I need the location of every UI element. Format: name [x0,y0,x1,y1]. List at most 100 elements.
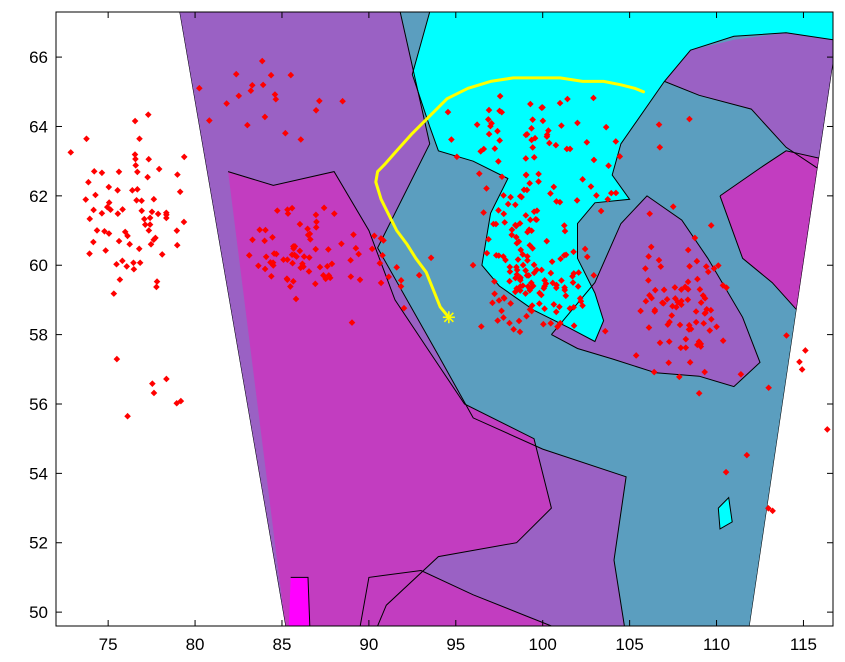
scatter-point-441 [556,198,564,206]
scatter-point-243 [507,193,514,201]
x-tick-label: 75 [99,635,118,654]
scatter-point-254 [522,212,530,219]
scatter-point-442 [583,139,591,146]
scatter-point-481 [397,277,405,284]
scatter-point-305 [701,368,708,376]
scatter-point-336 [645,253,652,260]
scatter-point-474 [823,426,831,433]
scatter-point-44 [180,218,188,226]
scatter-point-208 [540,284,548,292]
scatter-point-94 [312,245,320,253]
y-tick-label: 62 [29,187,48,206]
scatter-point-361 [678,286,685,293]
scatter-point-113 [255,262,262,270]
scatter-point-106 [268,273,275,280]
scatter-point-134 [262,253,270,261]
scatter-point-370 [655,256,663,264]
scatter-point-68 [124,232,131,240]
scatter-point-169 [547,269,555,277]
scatter-point-342 [676,373,683,381]
scatter-point-307 [684,278,692,286]
scatter-point-216 [556,319,564,327]
scatter-point-300 [710,265,718,272]
scatter-point-485 [415,271,423,279]
scatter-point-35 [114,187,121,194]
scatter-point-4 [133,196,140,204]
scatter-point-192 [579,302,586,309]
scatter-point-175 [569,272,576,280]
scatter-point-85 [331,210,338,217]
scatter-point-479 [400,304,408,312]
scatter-point-264 [495,158,502,165]
scatter-point-211 [550,301,558,308]
scatter-point-314 [707,222,715,229]
scatter-point-19 [115,237,123,245]
scatter-point-335 [692,318,700,326]
x-axis: 75 80 85 90 95 100 105 110 115 [99,12,817,654]
scatter-point-315 [697,299,705,306]
scatter-point-289 [495,207,502,214]
scatter-point-449 [573,197,581,204]
scatter-point-275 [529,244,536,252]
scatter-point-117 [347,256,354,264]
scatter-point-47 [174,171,181,178]
scatter-point-375 [477,148,484,155]
scatter-point-354 [663,296,671,303]
scatter-point-316 [669,302,676,310]
scatter-point-483 [348,319,356,326]
scatter-point-55 [145,155,153,163]
scatter-point-411 [498,108,506,116]
scatter-point-69 [93,227,101,234]
scatter-point-326 [702,263,710,270]
scatter-point-472 [796,358,803,366]
scatter-point-291 [520,186,528,194]
scatter-point-101 [273,207,281,214]
scatter-point-256 [508,226,516,233]
scatter-point-290 [533,207,541,214]
scatter-point-347 [686,262,693,270]
scatter-point-170 [570,322,578,330]
contour-line-layer [179,12,833,626]
scatter-point-42 [129,187,136,194]
trajectory-layer [374,76,645,324]
scatter-point-476 [765,384,772,392]
scatter-point-362 [700,320,708,327]
scatter-point-9 [144,173,151,181]
scatter-point-415 [244,121,251,129]
scatter-point-346 [671,295,679,302]
scatter-point-238 [570,248,577,256]
scatter-point-255 [506,268,514,275]
scatter-point-369 [645,277,652,284]
scatter-point-452 [612,138,620,145]
scatter-point-412 [546,139,553,147]
scatter-point-282 [476,170,483,177]
contour-region-1 [228,171,552,626]
scatter-point-394 [496,137,503,144]
scatter-point-103 [284,206,291,214]
scatter-point-29 [90,238,97,246]
scatter-point-414 [529,116,536,123]
scatter-point-374 [697,343,705,350]
scatter-point-43 [86,215,94,223]
scatter-point-328 [694,275,701,283]
scatter-point-266 [508,231,516,239]
scatter-point-10 [130,265,138,273]
scatter-point-426 [297,136,305,143]
scatter-point-407 [602,123,610,131]
scatter-point-65 [146,214,154,222]
scatter-point-294 [512,222,520,230]
scatter-point-424 [232,70,240,78]
scatter-point-159 [522,290,529,297]
scatter-point-61 [110,290,118,297]
scatter-point-440 [558,122,565,129]
scatter-point-132 [256,226,263,234]
scatter-point-349 [693,257,701,265]
scatter-point-446 [560,222,568,229]
scatter-point-443 [612,189,620,197]
scatter-point-421 [261,113,269,121]
scatter-point-79 [292,295,300,303]
scatter-point-248 [513,239,521,247]
scatter-point-38 [145,227,153,234]
scatter-point-273 [519,251,527,258]
scatter-point-28 [86,250,93,257]
